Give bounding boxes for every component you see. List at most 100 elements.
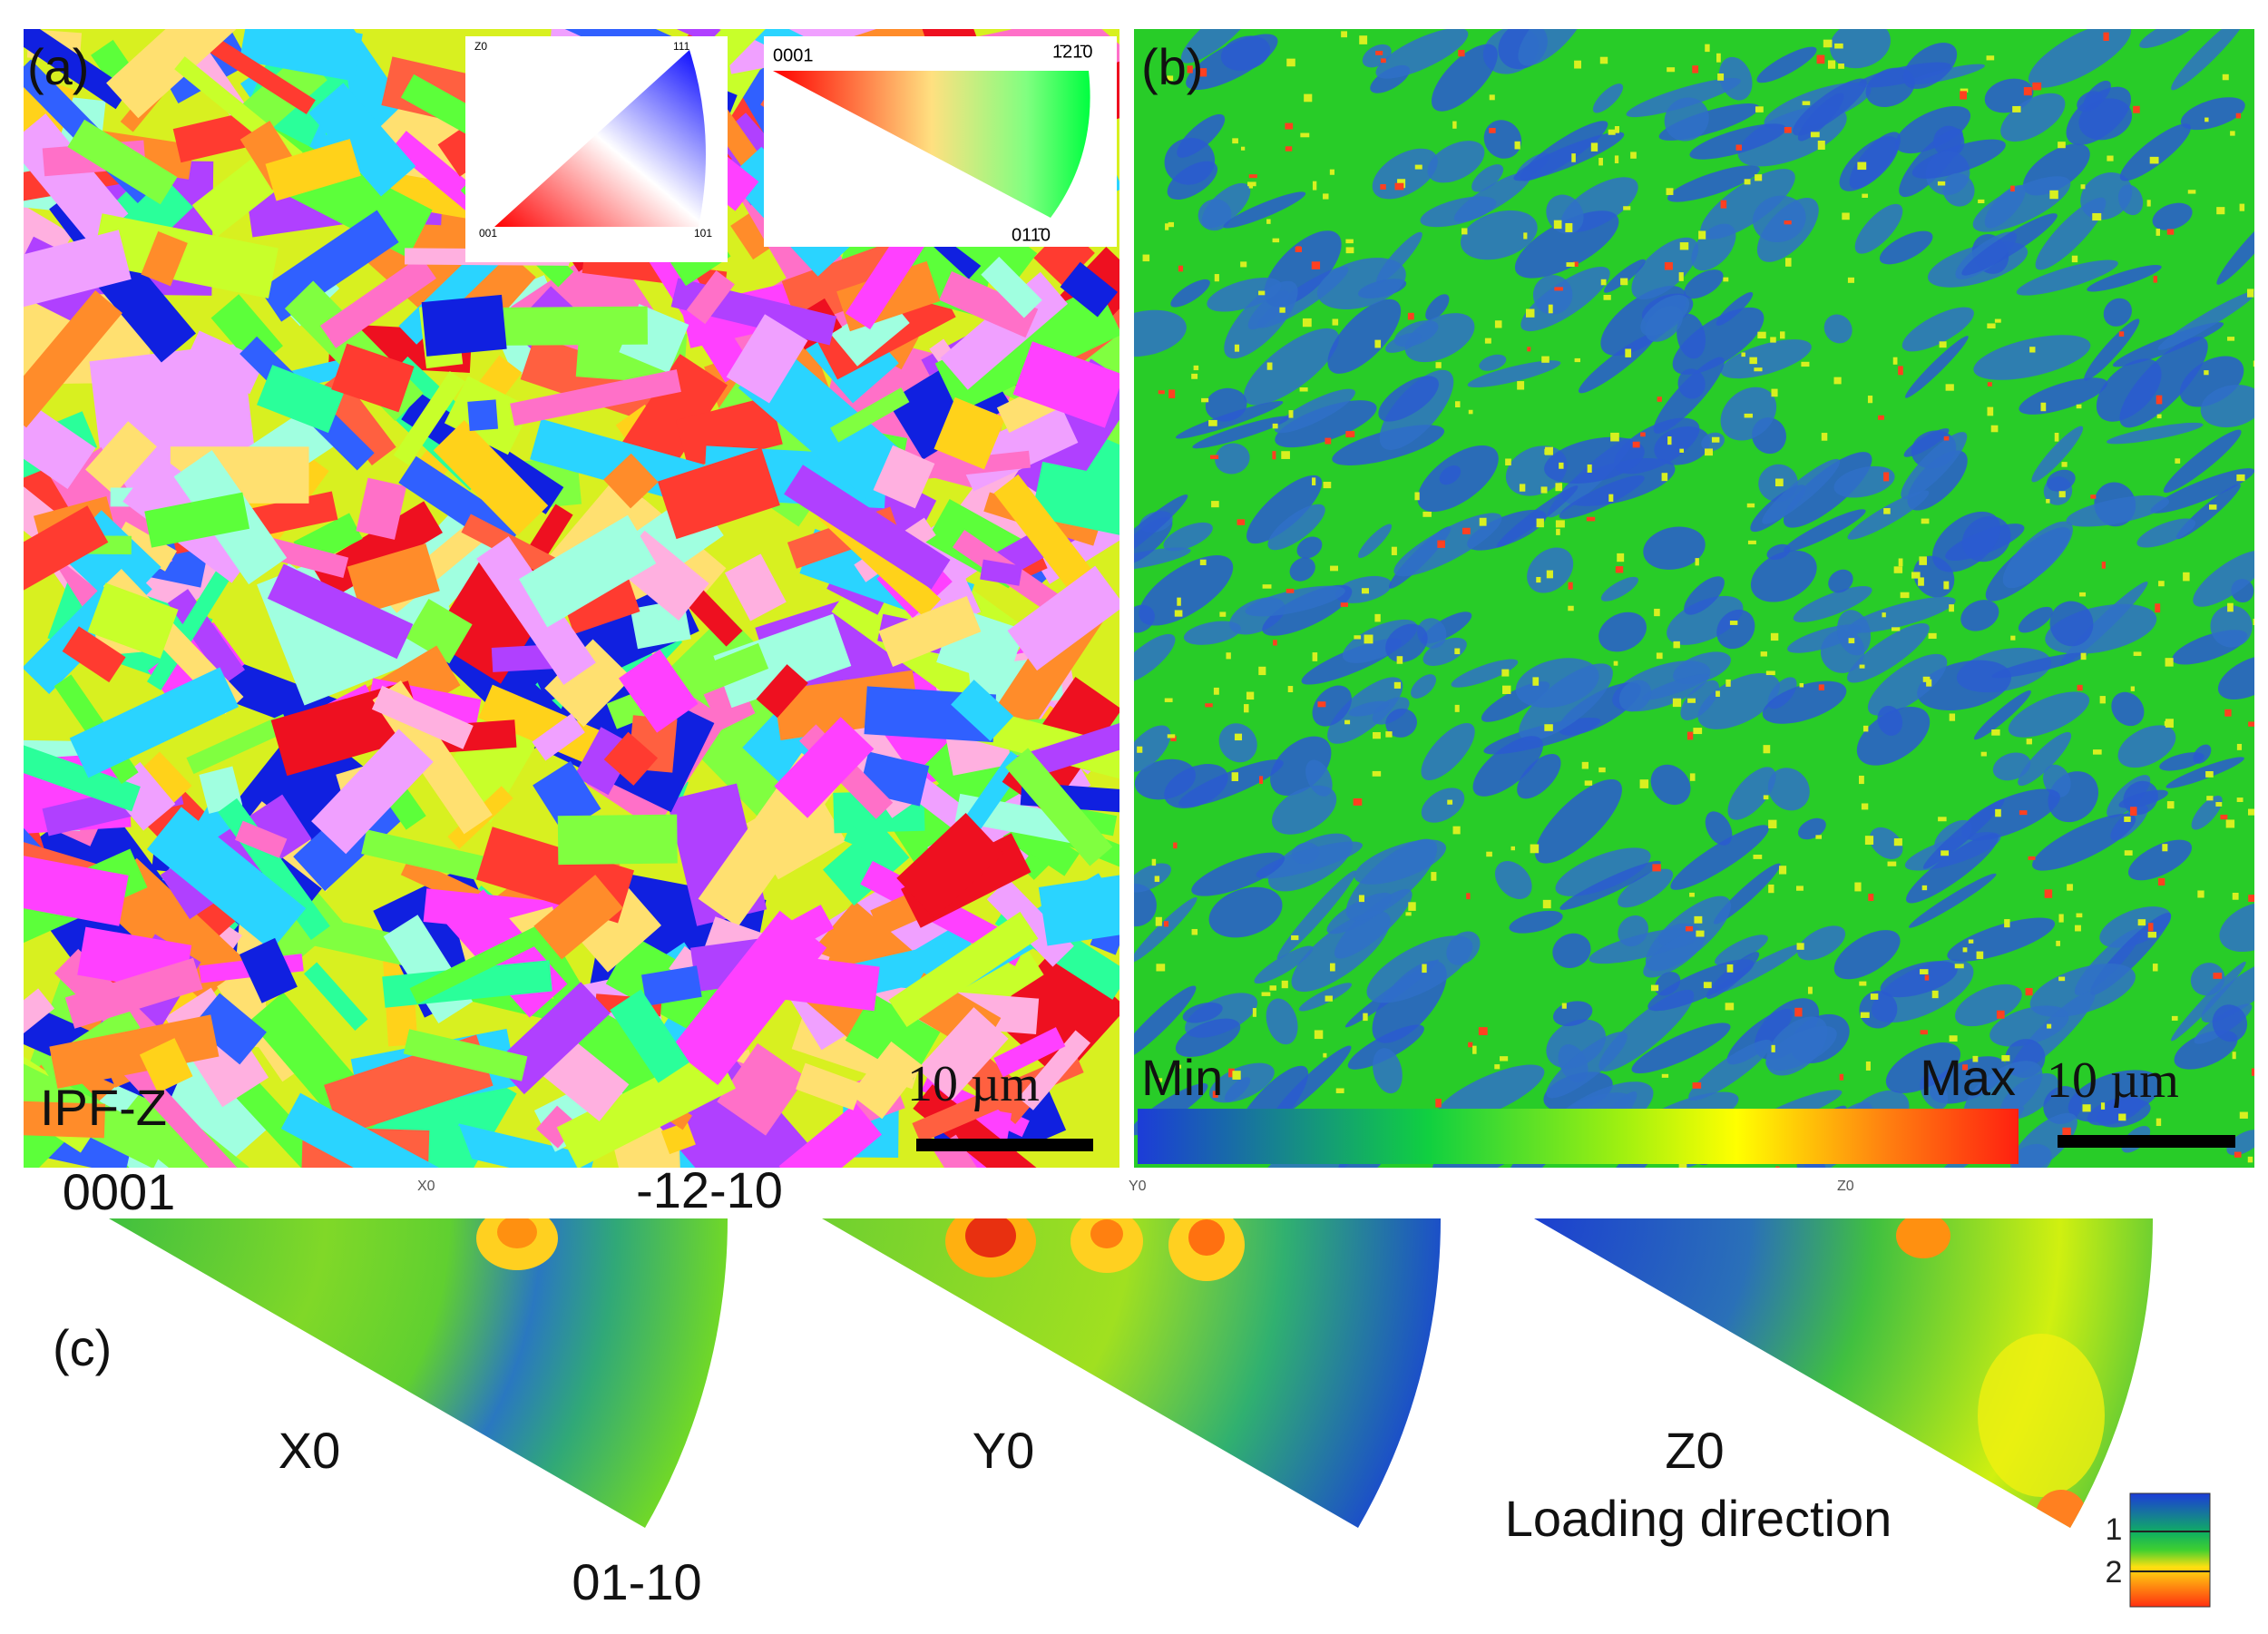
high-spot <box>1302 318 1312 328</box>
grain <box>312 501 443 600</box>
high-spot <box>2058 491 2066 498</box>
low-region <box>2136 518 2196 548</box>
high-spot <box>2156 1118 2162 1127</box>
high-spot <box>1405 912 1412 916</box>
high-spot <box>1924 974 1930 981</box>
high-spot <box>1693 728 1703 735</box>
grain <box>144 492 250 548</box>
low-region <box>2084 318 2140 381</box>
low-region <box>1223 191 1306 229</box>
grain <box>873 445 935 509</box>
high-spot <box>1232 138 1238 144</box>
high-spot <box>1486 851 1492 857</box>
low-region <box>1762 458 1841 524</box>
high-spot <box>1340 602 1348 607</box>
high-spot <box>1705 44 1710 53</box>
low-region <box>1592 83 1624 113</box>
high-spot <box>2248 721 2254 727</box>
high-spot <box>2040 402 2047 412</box>
hex-left: 0001 <box>773 45 814 65</box>
low-region <box>2117 725 2176 768</box>
high-spot <box>1810 132 1820 138</box>
low-region <box>2117 184 2144 216</box>
high-spot <box>1325 437 1332 445</box>
high-spot <box>2157 877 2165 886</box>
low-region <box>1973 690 2031 740</box>
high-spot <box>1838 64 1844 69</box>
high-spot <box>1530 844 1540 854</box>
high-spot <box>1768 819 1777 829</box>
high-spot <box>1519 484 1526 492</box>
grain <box>778 1102 883 1168</box>
high-spot <box>1452 121 1457 129</box>
low-region <box>1650 764 1691 806</box>
high-spot <box>1168 389 1176 398</box>
low-region <box>1684 269 1724 299</box>
low-region <box>2193 550 2254 607</box>
low-region <box>1992 752 2031 781</box>
high-spot <box>1559 462 1564 469</box>
high-spot <box>1599 56 1608 64</box>
high-spot <box>1345 239 1354 244</box>
high-spot <box>1266 362 1273 370</box>
low-region <box>1245 585 1345 617</box>
low-region <box>2226 1130 2254 1156</box>
high-spot <box>1590 142 1598 152</box>
grain <box>113 521 177 572</box>
high-spot <box>1823 39 1833 48</box>
high-spot <box>1763 745 1771 754</box>
high-spot <box>1151 858 1157 866</box>
grain <box>167 589 245 684</box>
corner-label: 01-10 <box>572 1553 701 1610</box>
low-region <box>1296 536 1323 559</box>
high-spot <box>1652 864 1661 872</box>
high-spot <box>2225 819 2235 828</box>
low-region <box>1618 680 1652 712</box>
high-spot <box>1187 65 1193 73</box>
high-spot <box>1574 60 1582 69</box>
high-spot <box>1304 93 1313 103</box>
low-region <box>2047 469 2076 492</box>
high-spot <box>2025 988 2033 996</box>
high-spot <box>1962 947 1968 953</box>
high-spot <box>1882 612 1886 618</box>
grain <box>657 447 780 540</box>
low-region <box>1932 511 2001 572</box>
scale-bar <box>916 1139 1093 1151</box>
high-spot <box>1510 846 1516 851</box>
high-spot <box>1500 1056 1509 1062</box>
low-region <box>1134 896 1198 963</box>
high-spot <box>1696 930 1705 937</box>
high-spot <box>1178 265 1184 272</box>
low-region <box>1345 838 1438 921</box>
high-spot <box>1623 206 1631 210</box>
low-region <box>1366 935 1473 1003</box>
scale-bar <box>2058 1135 2235 1148</box>
low-region <box>1183 621 1241 645</box>
high-spot <box>1375 50 1383 55</box>
high-spot <box>2162 844 2168 852</box>
high-spot <box>2076 404 2082 409</box>
high-spot <box>1312 652 1318 661</box>
grain <box>850 1041 924 1120</box>
high-spot <box>1198 68 1207 77</box>
high-spot <box>1695 558 1699 566</box>
high-spot <box>2090 494 2097 499</box>
high-spot <box>1854 882 1862 892</box>
low-region <box>1372 697 1410 725</box>
grain <box>476 536 596 685</box>
high-spot <box>1666 188 1674 195</box>
low-region <box>1327 298 1402 374</box>
high-spot <box>2171 1015 2178 1021</box>
low-region <box>1375 29 1469 79</box>
low-region <box>1705 811 1733 846</box>
grain <box>1017 702 1119 781</box>
low-region <box>1275 400 1377 448</box>
high-spot <box>1794 1007 1803 1017</box>
high-spot <box>1542 899 1551 909</box>
grain <box>1012 341 1119 428</box>
grain <box>192 993 267 1065</box>
grain <box>774 717 875 818</box>
low-region <box>2043 764 2071 797</box>
grain <box>87 582 179 659</box>
